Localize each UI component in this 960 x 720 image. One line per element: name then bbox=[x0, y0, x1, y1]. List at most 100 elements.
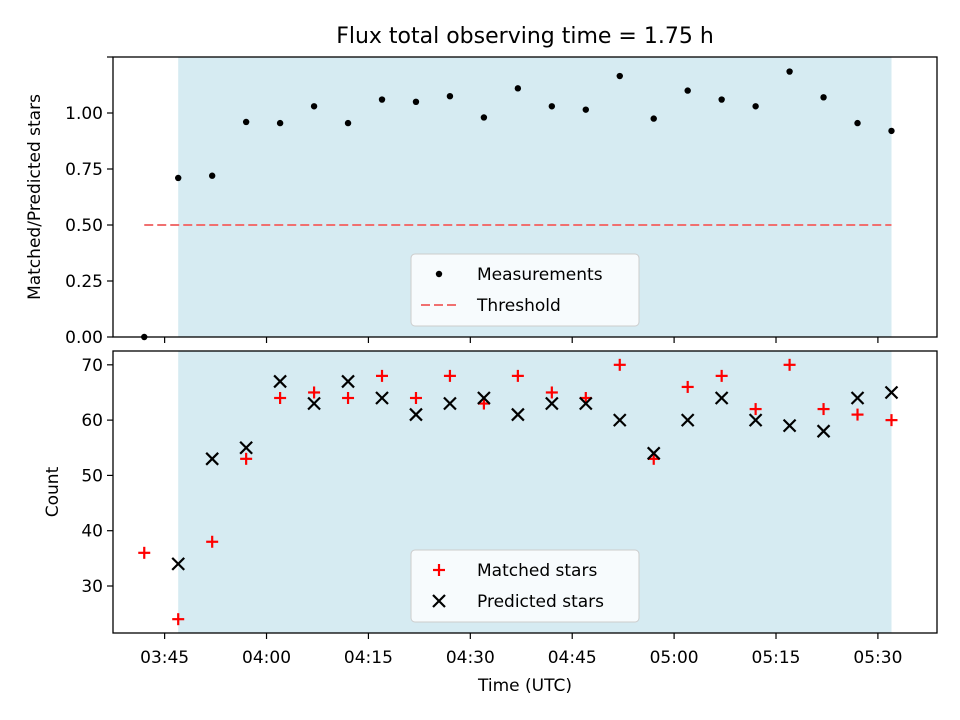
matched-star-point bbox=[376, 369, 389, 382]
y-tick-label: 30 bbox=[81, 577, 103, 597]
measurement-point bbox=[582, 106, 589, 113]
x-tick-label: 05:00 bbox=[650, 648, 699, 668]
marker-stroke bbox=[477, 391, 491, 405]
matched-star-point bbox=[409, 392, 422, 404]
measurement-point bbox=[752, 103, 759, 110]
y-tick-label: 50 bbox=[81, 466, 103, 486]
y-tick-label: 1.00 bbox=[65, 104, 103, 124]
predicted-star-point bbox=[171, 557, 185, 571]
measurement-point bbox=[412, 98, 420, 106]
predicted-star-point bbox=[511, 407, 525, 422]
predicted-star-point bbox=[816, 424, 831, 438]
matched-star-point bbox=[308, 386, 321, 399]
x-tick-label: 04:15 bbox=[344, 648, 393, 668]
matched-star-point bbox=[885, 414, 898, 427]
predicted-star-point bbox=[205, 452, 219, 466]
predicted-star-point bbox=[884, 385, 899, 400]
marker-stroke bbox=[748, 413, 763, 427]
legend-box bbox=[410, 253, 640, 327]
measurement-point bbox=[548, 103, 556, 110]
matched-star-point bbox=[206, 535, 219, 548]
matched-star-point bbox=[749, 403, 762, 416]
predicted-star-point bbox=[477, 391, 491, 405]
top-panel: 0.00 0.25 0.50 0.75 1.00 Matched/Predicted st… bbox=[25, 56, 938, 348]
marker-stroke bbox=[341, 374, 355, 389]
marker-stroke bbox=[680, 413, 695, 427]
matched-star-point bbox=[342, 392, 355, 404]
measurement-point bbox=[480, 114, 488, 121]
matched-star-point bbox=[172, 613, 185, 626]
marker-stroke bbox=[646, 446, 661, 461]
legend-label: Threshold bbox=[476, 296, 561, 316]
predicted-star-point bbox=[239, 440, 253, 455]
matched-star-point bbox=[681, 380, 694, 393]
marker-stroke bbox=[409, 407, 423, 422]
marker-stroke bbox=[816, 424, 831, 438]
matched-star-point bbox=[613, 358, 626, 371]
measurement-point bbox=[854, 119, 861, 127]
marker-stroke bbox=[545, 396, 559, 411]
predicted-star-point bbox=[748, 413, 763, 427]
axes-frame bbox=[112, 350, 938, 634]
matched-star-point bbox=[274, 392, 287, 404]
chart-title: Flux total observing time = 1.75 h bbox=[336, 24, 714, 49]
marker-stroke bbox=[375, 391, 389, 405]
predicted-star-point bbox=[409, 407, 423, 422]
marker-stroke bbox=[782, 418, 797, 433]
predicted-star-point bbox=[443, 396, 457, 411]
axes-frame bbox=[112, 56, 938, 338]
predicted-star-point bbox=[579, 396, 593, 411]
legend-box bbox=[410, 549, 640, 623]
predicted-star-point bbox=[307, 396, 321, 411]
x-tick-label: 04:30 bbox=[446, 648, 495, 668]
legend: Matched stars Predicted stars bbox=[410, 549, 640, 623]
bottom-panel: 30 40 50 60 70 03:45 04:00 04:15 04:30 04:45 05:00… bbox=[43, 350, 938, 696]
legend-label: Predicted stars bbox=[477, 592, 604, 612]
measurement-point bbox=[446, 93, 454, 100]
predicted-star-point bbox=[375, 391, 389, 405]
y-tick-label: 60 bbox=[81, 411, 103, 431]
predicted-star-point bbox=[545, 396, 559, 411]
predicted-star-point bbox=[646, 446, 661, 461]
matched-star-point bbox=[511, 369, 524, 382]
y-tick-label: 0.00 bbox=[65, 328, 103, 348]
marker-stroke bbox=[307, 396, 321, 411]
measurement-point bbox=[718, 96, 725, 103]
matched-star-point bbox=[240, 452, 253, 465]
marker-stroke bbox=[171, 557, 185, 571]
legend-label: Measurements bbox=[477, 265, 603, 285]
x-tick-label: 05:15 bbox=[752, 648, 801, 668]
measurement-point bbox=[208, 172, 216, 179]
marker-stroke bbox=[205, 452, 219, 466]
y-axis-label: Matched/Predicted stars bbox=[25, 94, 45, 300]
marker-stroke bbox=[884, 385, 899, 400]
predicted-star-point bbox=[680, 413, 695, 427]
measurement-point bbox=[888, 127, 895, 135]
predicted-star-point bbox=[714, 391, 729, 405]
x-tick-label: 04:45 bbox=[548, 648, 597, 668]
x-tick-label: 03:45 bbox=[140, 648, 189, 668]
y-tick-label: 70 bbox=[81, 356, 103, 376]
measurement-point bbox=[650, 115, 657, 122]
measurement-point bbox=[786, 68, 793, 75]
predicted-star-point bbox=[782, 418, 797, 433]
matched-star-point bbox=[443, 369, 456, 382]
marker-stroke bbox=[443, 396, 457, 411]
measurement-point bbox=[175, 174, 182, 182]
y-tick-label: 0.75 bbox=[65, 160, 103, 180]
legend: Measurements Threshold bbox=[410, 253, 640, 327]
measurement-point bbox=[684, 87, 691, 94]
marker-stroke bbox=[511, 407, 525, 422]
measurement-point bbox=[276, 119, 284, 127]
predicted-star-point bbox=[612, 413, 627, 427]
matched-star-point bbox=[817, 403, 830, 416]
matched-star-point bbox=[138, 546, 151, 559]
legend-marker bbox=[435, 270, 443, 278]
marker-stroke bbox=[239, 440, 253, 455]
measurement-point bbox=[378, 96, 386, 103]
measurement-point bbox=[344, 119, 352, 127]
measurement-point bbox=[310, 103, 318, 110]
x-tick-label: 05:30 bbox=[853, 648, 902, 668]
marker-stroke bbox=[714, 391, 729, 405]
x-tick-label: 04:00 bbox=[242, 648, 291, 668]
